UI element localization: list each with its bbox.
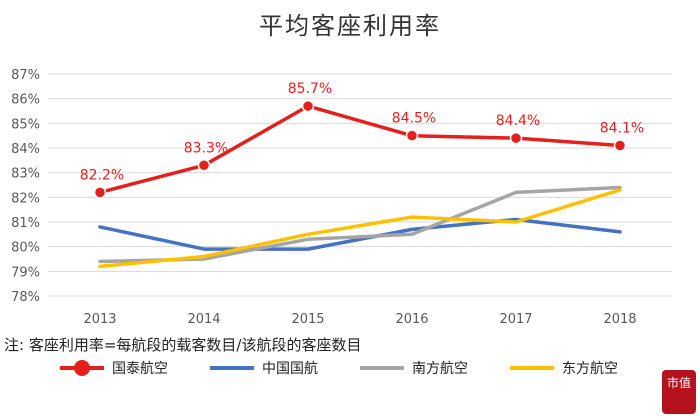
data-label: 85.7% bbox=[288, 81, 332, 97]
legend-swatch bbox=[510, 366, 554, 370]
legend-swatch bbox=[210, 366, 254, 370]
series-line-中国国航 bbox=[98, 217, 622, 251]
legend-marker bbox=[74, 360, 90, 376]
series-line-东方航空 bbox=[98, 188, 622, 269]
data-label: 84.5% bbox=[392, 111, 436, 127]
x-tick-label: 2016 bbox=[395, 312, 428, 327]
legend-item: 东方航空 bbox=[510, 358, 618, 378]
legend-swatch bbox=[360, 366, 404, 370]
y-tick-label: 78% bbox=[11, 290, 40, 305]
y-tick-label: 87% bbox=[11, 68, 40, 83]
y-tick-label: 86% bbox=[11, 93, 40, 108]
line-chart: 78% 79% 80% 81% 82% 83% 84% 85% 86% 87% 2013 2014 20… bbox=[11, 68, 672, 327]
series-line-国泰航空 bbox=[98, 104, 622, 195]
data-point bbox=[301, 99, 315, 113]
x-tick-label: 2015 bbox=[291, 312, 324, 327]
chart-title: 平均客座利用率 bbox=[259, 12, 441, 40]
y-tick-label: 84% bbox=[11, 142, 40, 157]
watermark-logo: 市值 bbox=[662, 370, 696, 414]
data-point bbox=[93, 186, 107, 199]
legend-item: 中国国航 bbox=[210, 358, 318, 378]
x-tick-label: 2018 bbox=[603, 312, 636, 327]
y-tick-label: 83% bbox=[11, 167, 40, 182]
legend-label: 南方航空 bbox=[412, 361, 468, 377]
x-tick-label: 2017 bbox=[499, 312, 532, 327]
y-tick-label: 80% bbox=[11, 241, 40, 256]
x-tick-label: 2013 bbox=[83, 312, 116, 327]
data-label: 84.1% bbox=[600, 121, 644, 137]
data-point bbox=[405, 129, 419, 142]
data-point bbox=[613, 139, 627, 152]
y-tick-label: 82% bbox=[11, 191, 40, 206]
legend-swatch bbox=[60, 360, 104, 376]
legend-label: 东方航空 bbox=[562, 361, 618, 377]
legend-item: 国泰航空 bbox=[60, 358, 168, 378]
legend-item: 南方航空 bbox=[360, 358, 468, 378]
x-tick-label: 2014 bbox=[187, 312, 220, 327]
y-tick-label: 79% bbox=[11, 265, 40, 280]
data-point bbox=[197, 159, 211, 172]
legend-label: 中国国航 bbox=[262, 361, 318, 377]
legend-label: 国泰航空 bbox=[112, 361, 168, 377]
chart-note: 注: 客座利用率=每航段的载客数目/该航段的客座数目 bbox=[4, 336, 362, 354]
data-label: 83.3% bbox=[184, 140, 228, 156]
data-label: 82.2% bbox=[80, 167, 124, 183]
data-point bbox=[509, 131, 523, 145]
data-label: 84.4% bbox=[496, 113, 540, 129]
y-tick-label: 81% bbox=[11, 216, 40, 231]
y-tick-label: 85% bbox=[11, 117, 40, 132]
chart-legend: 国泰航空 中国国航 南方航空 东方航空 bbox=[60, 355, 660, 381]
